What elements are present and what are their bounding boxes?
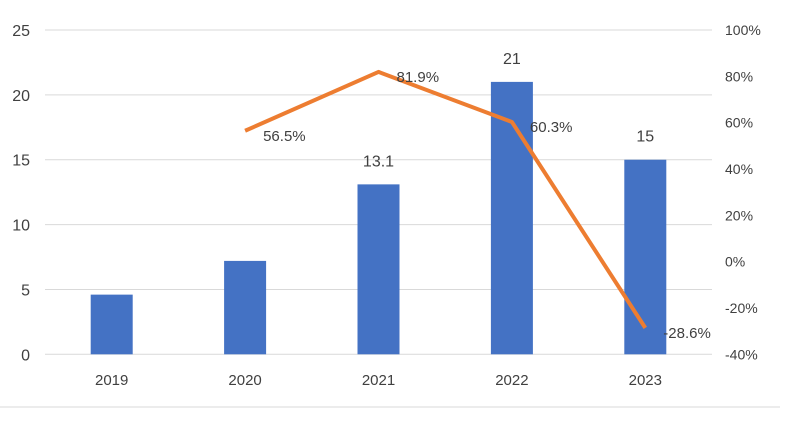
line-data-label: 60.3% bbox=[530, 119, 573, 136]
y-tick-label: 25 bbox=[12, 23, 30, 40]
x-tick-label: 2020 bbox=[228, 372, 261, 389]
bar-data-label: 13.1 bbox=[363, 153, 394, 170]
line-data-label: 56.5% bbox=[263, 128, 306, 145]
y-tick-label: 5 bbox=[21, 282, 30, 299]
bar bbox=[224, 261, 266, 354]
line-data-label: 81.9% bbox=[397, 69, 440, 86]
bar-data-label: 15 bbox=[636, 129, 654, 146]
bar bbox=[91, 295, 133, 355]
y2-tick-label: 0% bbox=[725, 254, 745, 270]
y-tick-label: 15 bbox=[12, 153, 30, 170]
y2-tick-label: -40% bbox=[725, 346, 758, 362]
y2-tick-label: 80% bbox=[725, 68, 753, 84]
y2-tick-label: 40% bbox=[725, 161, 753, 177]
y2-tick-label: 100% bbox=[725, 22, 761, 38]
y2-tick-label: 60% bbox=[725, 115, 753, 131]
x-tick-label: 2023 bbox=[629, 372, 662, 389]
x-tick-label: 2019 bbox=[95, 372, 128, 389]
bar-data-label: 21 bbox=[503, 51, 521, 68]
x-tick-label: 2021 bbox=[362, 372, 395, 389]
y2-tick-label: -20% bbox=[725, 300, 758, 316]
y-tick-label: 20 bbox=[12, 88, 30, 105]
line-data-label: -28.6% bbox=[663, 325, 711, 342]
y-tick-label: 10 bbox=[12, 218, 30, 235]
x-tick-label: 2022 bbox=[495, 372, 528, 389]
bar bbox=[358, 184, 400, 354]
y2-tick-label: 20% bbox=[725, 207, 753, 223]
y-tick-label: 0 bbox=[21, 347, 30, 364]
